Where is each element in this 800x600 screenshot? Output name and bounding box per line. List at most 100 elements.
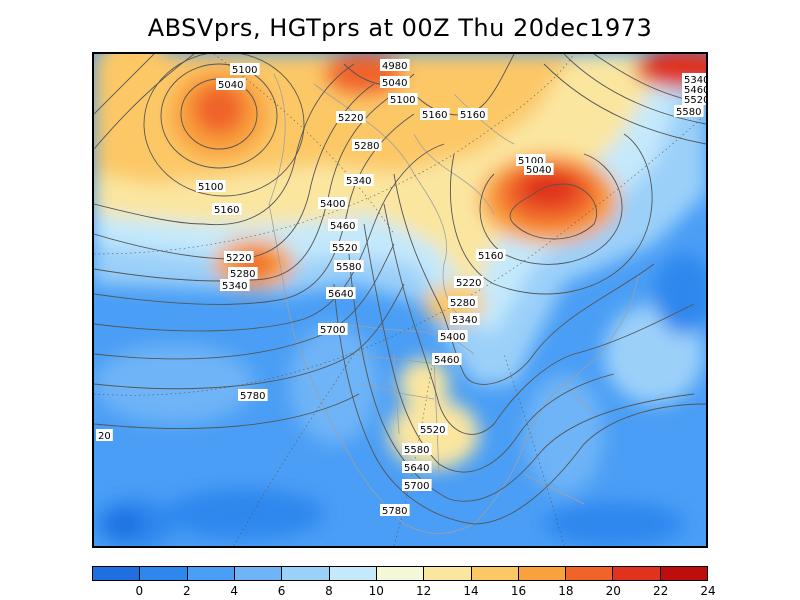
colorbar xyxy=(92,566,708,581)
colorbar-tick-label: 8 xyxy=(325,584,333,598)
vorticity-field xyxy=(94,54,706,546)
svg-text:5280: 5280 xyxy=(354,141,379,152)
colorbar-segment xyxy=(518,567,567,580)
colorbar-tick-label: 16 xyxy=(510,584,527,598)
contour-label: 5340 xyxy=(344,174,374,187)
svg-text:5460: 5460 xyxy=(330,221,355,232)
contour-label: 4980 xyxy=(380,59,410,72)
colorbar-segment xyxy=(566,567,614,580)
svg-text:5160: 5160 xyxy=(422,110,447,121)
colorbar-tick-label: 24 xyxy=(700,584,716,598)
contour-label: 5640 xyxy=(402,461,432,474)
contour-label: 5460 xyxy=(682,83,706,96)
svg-text:5340: 5340 xyxy=(452,315,477,326)
colorbar-tick-label: 22 xyxy=(652,584,669,598)
contour-label: 5400 xyxy=(318,197,348,210)
svg-text:5160: 5160 xyxy=(460,110,485,121)
colorbar-segment xyxy=(613,567,661,580)
contour-label: 5160 xyxy=(420,108,450,121)
coastlines xyxy=(268,73,640,534)
colorbar-segment xyxy=(660,567,708,580)
svg-text:5780: 5780 xyxy=(240,391,265,402)
svg-text:5580: 5580 xyxy=(336,262,361,273)
contour-label: 5100 xyxy=(388,93,418,106)
graticule xyxy=(94,54,706,546)
svg-text:5400: 5400 xyxy=(320,199,345,210)
contour-label: 5100 xyxy=(196,180,226,193)
colorbar-segment xyxy=(329,567,377,580)
contour-label: 5780 xyxy=(238,389,268,402)
colorbar-tick-label: 12 xyxy=(416,584,432,598)
svg-text:5100: 5100 xyxy=(390,95,415,106)
colorbar-tick-label: 14 xyxy=(463,584,479,598)
svg-text:5280: 5280 xyxy=(230,269,255,280)
svg-text:5520: 5520 xyxy=(684,95,706,106)
svg-text:5640: 5640 xyxy=(404,463,429,474)
svg-text:5100: 5100 xyxy=(518,156,543,167)
contour-label: 5340 xyxy=(450,313,480,326)
colorbar-segment xyxy=(140,567,188,580)
svg-text:5160: 5160 xyxy=(214,205,239,216)
contour-label: 5220 xyxy=(454,276,484,289)
svg-text:5100: 5100 xyxy=(198,182,223,193)
contour-label: 5220 xyxy=(336,111,366,124)
colorbar-tick-label: 10 xyxy=(368,584,384,598)
colorbar-segment xyxy=(376,567,425,580)
svg-text:5400: 5400 xyxy=(440,332,465,343)
colorbar-segment xyxy=(424,567,472,580)
contour-label: 5160 xyxy=(476,249,506,262)
svg-text:5040: 5040 xyxy=(382,78,407,89)
contour-label: 5460 xyxy=(328,219,358,232)
svg-text:5040: 5040 xyxy=(526,165,551,176)
contour-label: 5700 xyxy=(318,323,348,336)
contour-label: 5640 xyxy=(326,287,356,300)
contour-label: 5040 xyxy=(524,163,554,176)
contour-label: 5280 xyxy=(228,267,258,280)
svg-text:5520: 5520 xyxy=(420,425,445,436)
svg-text:5460: 5460 xyxy=(434,355,459,366)
colorbar-tick-label: 0 xyxy=(135,584,144,598)
contour-label: 5700 xyxy=(402,479,432,492)
contour-label: 20 xyxy=(96,429,113,442)
contour-label: 5280 xyxy=(448,296,478,309)
contour-label: 5280 xyxy=(352,139,382,152)
contour-label: 5040 xyxy=(216,78,246,91)
plot-title: ABSVprs, HGTprs at 00Z Thu 20dec1973 xyxy=(147,14,653,42)
colorbar-segment xyxy=(93,567,141,580)
contour-label: 5160 xyxy=(212,203,242,216)
contour-label: 5340 xyxy=(220,279,250,292)
svg-text:5220: 5220 xyxy=(338,113,363,124)
colorbar-tick-label: 18 xyxy=(558,584,574,598)
contour-label: 5220 xyxy=(224,251,254,264)
contour-label: 5580 xyxy=(334,260,364,273)
svg-text:5280: 5280 xyxy=(450,298,475,309)
svg-text:5220: 5220 xyxy=(456,278,481,289)
contour-label: 5040 xyxy=(380,76,410,89)
svg-text:4980: 4980 xyxy=(382,61,407,72)
svg-text:5160: 5160 xyxy=(478,251,503,262)
svg-text:5340: 5340 xyxy=(346,176,371,187)
svg-text:5220: 5220 xyxy=(226,253,251,264)
contour-label: 5520 xyxy=(682,93,706,106)
colorbar-segment xyxy=(187,567,235,580)
svg-text:5040: 5040 xyxy=(218,80,243,91)
svg-text:5640: 5640 xyxy=(328,289,353,300)
contour-label: 5780 xyxy=(380,504,410,517)
svg-text:5700: 5700 xyxy=(404,481,429,492)
contour-label: 5580 xyxy=(402,443,432,456)
colorbar-labels: 0 2 4 6 8 10 12 14 16 18 20 22 24 xyxy=(92,584,716,598)
contour-label: 5580 xyxy=(674,105,704,118)
colorbar-tick-label: 4 xyxy=(230,584,238,598)
colorbar-tick-label: 6 xyxy=(277,584,286,598)
svg-text:5100: 5100 xyxy=(232,65,257,76)
contour-label: 5520 xyxy=(418,423,448,436)
colorbar-segment xyxy=(471,567,519,580)
svg-text:5700: 5700 xyxy=(320,325,345,336)
svg-text:5780: 5780 xyxy=(382,506,407,517)
contour-label: 5160 xyxy=(458,108,488,121)
svg-text:20: 20 xyxy=(98,431,111,442)
colorbar-tick-label: 2 xyxy=(182,584,191,598)
map-panel: 5100 5040 4980 5040 5100 5160 5160 5220 5280 5340… xyxy=(92,52,708,548)
